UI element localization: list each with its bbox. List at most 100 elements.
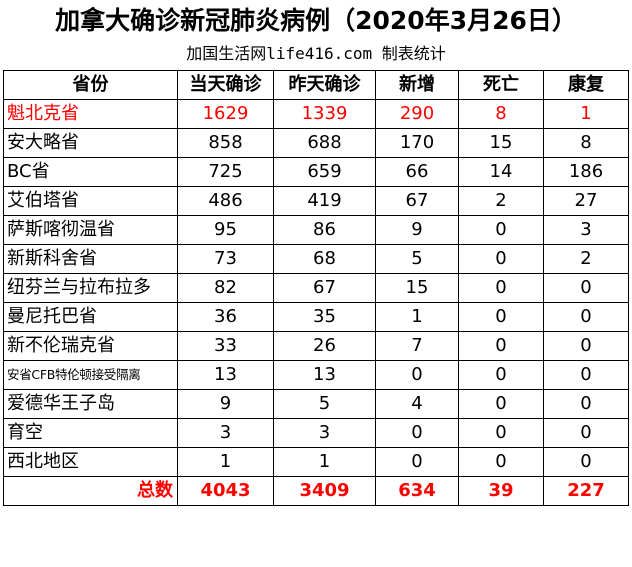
province-cell: 魁北克省 — [3, 99, 178, 129]
yesterday-cell: 13 — [273, 360, 376, 390]
province-cell: 安大略省 — [3, 128, 178, 158]
recovered-cell: 0 — [543, 389, 629, 419]
yesterday-cell: 3 — [273, 418, 376, 448]
yesterday-cell: 5 — [273, 389, 376, 419]
deaths-cell: 2 — [458, 186, 544, 216]
total-label: 总数 — [3, 476, 178, 506]
deaths-cell: 0 — [458, 244, 544, 274]
province-cell: 曼尼托巴省 — [3, 302, 178, 332]
table-row: 纽芬兰与拉布拉多 82 67 15 0 0 — [3, 273, 629, 303]
recovered-cell: 1 — [543, 99, 629, 129]
recovered-cell: 0 — [543, 273, 629, 303]
today-cell: 9 — [177, 389, 274, 419]
province-cell: 育空 — [3, 418, 178, 448]
page-subtitle: 加国生活网life416.com 制表统计 — [186, 44, 446, 63]
deaths-cell: 0 — [458, 215, 544, 245]
province-cell: 新不伦瑞克省 — [3, 331, 178, 361]
total-recovered: 227 — [543, 476, 629, 506]
recovered-cell: 0 — [543, 418, 629, 448]
new-cell: 1 — [375, 302, 459, 332]
table-row: 艾伯塔省 486 419 67 2 27 — [3, 186, 629, 216]
recovered-cell: 0 — [543, 360, 629, 390]
province-cell: 爱德华王子岛 — [3, 389, 178, 419]
recovered-cell: 186 — [543, 157, 629, 187]
deaths-cell: 15 — [458, 128, 544, 158]
table-row: 安大略省 858 688 170 15 8 — [3, 128, 629, 158]
table-row: 曼尼托巴省 36 35 1 0 0 — [3, 302, 629, 332]
yesterday-cell: 419 — [273, 186, 376, 216]
yesterday-cell: 86 — [273, 215, 376, 245]
deaths-cell: 8 — [458, 99, 544, 129]
table-row: 育空 3 3 0 0 0 — [3, 418, 629, 448]
recovered-cell: 0 — [543, 447, 629, 477]
recovered-cell: 27 — [543, 186, 629, 216]
table-row: 萨斯喀彻温省 95 86 9 0 3 — [3, 215, 629, 245]
province-cell: BC省 — [3, 157, 178, 187]
recovered-cell: 3 — [543, 215, 629, 245]
today-cell: 36 — [177, 302, 274, 332]
table-row: 爱德华王子岛 9 5 4 0 0 — [3, 389, 629, 419]
total-new: 634 — [375, 476, 459, 506]
new-cell: 67 — [375, 186, 459, 216]
header-row: 省份 当天确诊 昨天确诊 新增 死亡 康复 — [3, 70, 629, 100]
deaths-cell: 0 — [458, 389, 544, 419]
yesterday-cell: 68 — [273, 244, 376, 274]
today-cell: 13 — [177, 360, 274, 390]
deaths-cell: 0 — [458, 273, 544, 303]
table-row: 魁北克省 1629 1339 290 8 1 — [3, 99, 629, 129]
today-cell: 1 — [177, 447, 274, 477]
recovered-cell: 2 — [543, 244, 629, 274]
today-cell: 858 — [177, 128, 274, 158]
deaths-cell: 0 — [458, 447, 544, 477]
new-cell: 0 — [375, 447, 459, 477]
deaths-cell: 0 — [458, 360, 544, 390]
new-cell: 7 — [375, 331, 459, 361]
province-cell: 新斯科舍省 — [3, 244, 178, 274]
total-yesterday: 3409 — [273, 476, 376, 506]
page-title: 加拿大确诊新冠肺炎病例（2020年3月26日） — [55, 6, 577, 35]
table-row: 安省CFB特伦顿接受隔离 13 13 0 0 0 — [3, 360, 629, 390]
header-today: 当天确诊 — [177, 70, 274, 100]
province-cell: 西北地区 — [3, 447, 178, 477]
new-cell: 4 — [375, 389, 459, 419]
new-cell: 290 — [375, 99, 459, 129]
today-cell: 1629 — [177, 99, 274, 129]
total-row: 总数 4043 3409 634 39 227 — [3, 476, 629, 506]
total-deaths: 39 — [458, 476, 544, 506]
yesterday-cell: 35 — [273, 302, 376, 332]
deaths-cell: 14 — [458, 157, 544, 187]
today-cell: 82 — [177, 273, 274, 303]
yesterday-cell: 26 — [273, 331, 376, 361]
today-cell: 725 — [177, 157, 274, 187]
new-cell: 0 — [375, 360, 459, 390]
recovered-cell: 0 — [543, 331, 629, 361]
province-cell: 艾伯塔省 — [3, 186, 178, 216]
new-cell: 15 — [375, 273, 459, 303]
deaths-cell: 0 — [458, 418, 544, 448]
today-cell: 3 — [177, 418, 274, 448]
table-row: 西北地区 1 1 0 0 0 — [3, 447, 629, 477]
header-new: 新增 — [375, 70, 459, 100]
table-row: 新斯科舍省 73 68 5 0 2 — [3, 244, 629, 274]
province-cell: 安省CFB特伦顿接受隔离 — [3, 360, 178, 390]
new-cell: 0 — [375, 418, 459, 448]
new-cell: 66 — [375, 157, 459, 187]
yesterday-cell: 1339 — [273, 99, 376, 129]
yesterday-cell: 67 — [273, 273, 376, 303]
today-cell: 73 — [177, 244, 274, 274]
today-cell: 33 — [177, 331, 274, 361]
new-cell: 170 — [375, 128, 459, 158]
deaths-cell: 0 — [458, 331, 544, 361]
province-cell: 萨斯喀彻温省 — [3, 215, 178, 245]
header-province: 省份 — [3, 70, 178, 100]
cases-table: 省份 当天确诊 昨天确诊 新增 死亡 康复 魁北克省 1629 1339 290… — [3, 70, 629, 506]
yesterday-cell: 659 — [273, 157, 376, 187]
table-row: 新不伦瑞克省 33 26 7 0 0 — [3, 331, 629, 361]
table-row: BC省 725 659 66 14 186 — [3, 157, 629, 187]
header-deaths: 死亡 — [458, 70, 544, 100]
recovered-cell: 0 — [543, 302, 629, 332]
yesterday-cell: 1 — [273, 447, 376, 477]
today-cell: 486 — [177, 186, 274, 216]
new-cell: 5 — [375, 244, 459, 274]
province-cell: 纽芬兰与拉布拉多 — [3, 273, 178, 303]
